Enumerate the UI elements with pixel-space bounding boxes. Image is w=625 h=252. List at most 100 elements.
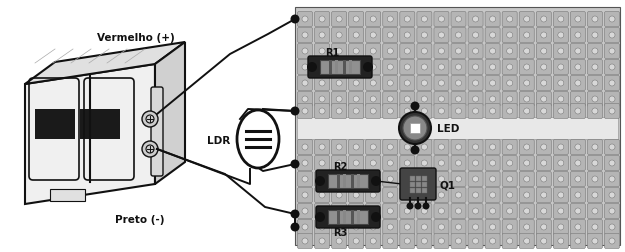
FancyBboxPatch shape: [382, 188, 398, 203]
Circle shape: [439, 97, 444, 103]
Circle shape: [315, 212, 325, 222]
Circle shape: [592, 192, 598, 198]
Circle shape: [489, 160, 496, 166]
FancyBboxPatch shape: [382, 172, 398, 187]
Circle shape: [336, 17, 342, 23]
Circle shape: [307, 63, 317, 73]
Circle shape: [399, 113, 431, 144]
FancyBboxPatch shape: [468, 12, 483, 27]
FancyBboxPatch shape: [468, 234, 483, 248]
Circle shape: [336, 176, 342, 182]
Circle shape: [406, 203, 414, 210]
Circle shape: [336, 109, 342, 115]
FancyBboxPatch shape: [468, 44, 483, 59]
Circle shape: [524, 17, 530, 23]
FancyBboxPatch shape: [553, 188, 568, 203]
Circle shape: [370, 176, 376, 182]
FancyBboxPatch shape: [604, 234, 619, 248]
FancyBboxPatch shape: [349, 76, 364, 91]
Circle shape: [609, 238, 615, 244]
Circle shape: [541, 109, 547, 115]
Circle shape: [456, 160, 461, 166]
FancyBboxPatch shape: [400, 234, 415, 248]
Bar: [343, 174, 346, 188]
FancyBboxPatch shape: [314, 234, 329, 248]
FancyBboxPatch shape: [451, 188, 466, 203]
Circle shape: [456, 81, 461, 87]
Circle shape: [319, 81, 325, 87]
Circle shape: [363, 63, 373, 73]
Circle shape: [319, 49, 325, 55]
Circle shape: [558, 192, 564, 198]
Circle shape: [353, 49, 359, 55]
FancyBboxPatch shape: [502, 28, 517, 43]
Circle shape: [370, 97, 376, 103]
FancyBboxPatch shape: [382, 204, 398, 219]
FancyBboxPatch shape: [400, 60, 415, 75]
Circle shape: [609, 144, 615, 150]
Circle shape: [541, 33, 547, 39]
Circle shape: [472, 176, 479, 182]
Circle shape: [371, 212, 381, 222]
Circle shape: [575, 224, 581, 230]
Bar: [357, 210, 360, 224]
Circle shape: [336, 192, 342, 198]
Circle shape: [315, 176, 325, 186]
Circle shape: [575, 144, 581, 150]
Circle shape: [456, 238, 461, 244]
FancyBboxPatch shape: [332, 172, 347, 187]
FancyBboxPatch shape: [332, 28, 347, 43]
Circle shape: [489, 176, 496, 182]
Circle shape: [336, 144, 342, 150]
Bar: [320, 61, 360, 75]
FancyBboxPatch shape: [332, 156, 347, 171]
Circle shape: [524, 49, 530, 55]
FancyBboxPatch shape: [553, 92, 568, 107]
Bar: [410, 123, 420, 134]
Circle shape: [370, 65, 376, 71]
FancyBboxPatch shape: [571, 104, 586, 119]
Circle shape: [302, 33, 308, 39]
Circle shape: [489, 49, 496, 55]
Circle shape: [404, 17, 411, 23]
Circle shape: [302, 65, 308, 71]
Circle shape: [319, 176, 325, 182]
Circle shape: [353, 176, 359, 182]
FancyBboxPatch shape: [451, 76, 466, 91]
FancyBboxPatch shape: [451, 140, 466, 155]
FancyBboxPatch shape: [332, 140, 347, 155]
Circle shape: [336, 160, 342, 166]
Circle shape: [421, 65, 428, 71]
FancyBboxPatch shape: [366, 220, 381, 235]
FancyBboxPatch shape: [382, 220, 398, 235]
Text: Q1: Q1: [440, 179, 456, 189]
FancyBboxPatch shape: [502, 156, 517, 171]
FancyBboxPatch shape: [366, 104, 381, 119]
Circle shape: [609, 17, 615, 23]
Circle shape: [472, 238, 479, 244]
FancyBboxPatch shape: [485, 12, 500, 27]
FancyBboxPatch shape: [588, 188, 602, 203]
FancyBboxPatch shape: [451, 44, 466, 59]
FancyBboxPatch shape: [434, 220, 449, 235]
Circle shape: [319, 192, 325, 198]
FancyBboxPatch shape: [382, 234, 398, 248]
Bar: [335, 61, 338, 75]
Circle shape: [388, 192, 393, 198]
FancyBboxPatch shape: [434, 140, 449, 155]
Circle shape: [456, 49, 461, 55]
Circle shape: [592, 208, 598, 214]
FancyBboxPatch shape: [571, 172, 586, 187]
Circle shape: [353, 238, 359, 244]
Circle shape: [472, 192, 479, 198]
FancyBboxPatch shape: [519, 156, 534, 171]
Bar: [337, 210, 340, 224]
FancyBboxPatch shape: [485, 220, 500, 235]
Text: Preto (-): Preto (-): [115, 214, 165, 224]
FancyBboxPatch shape: [314, 172, 329, 187]
FancyBboxPatch shape: [298, 204, 312, 219]
Circle shape: [592, 33, 598, 39]
Circle shape: [609, 109, 615, 115]
FancyBboxPatch shape: [604, 92, 619, 107]
FancyBboxPatch shape: [314, 76, 329, 91]
